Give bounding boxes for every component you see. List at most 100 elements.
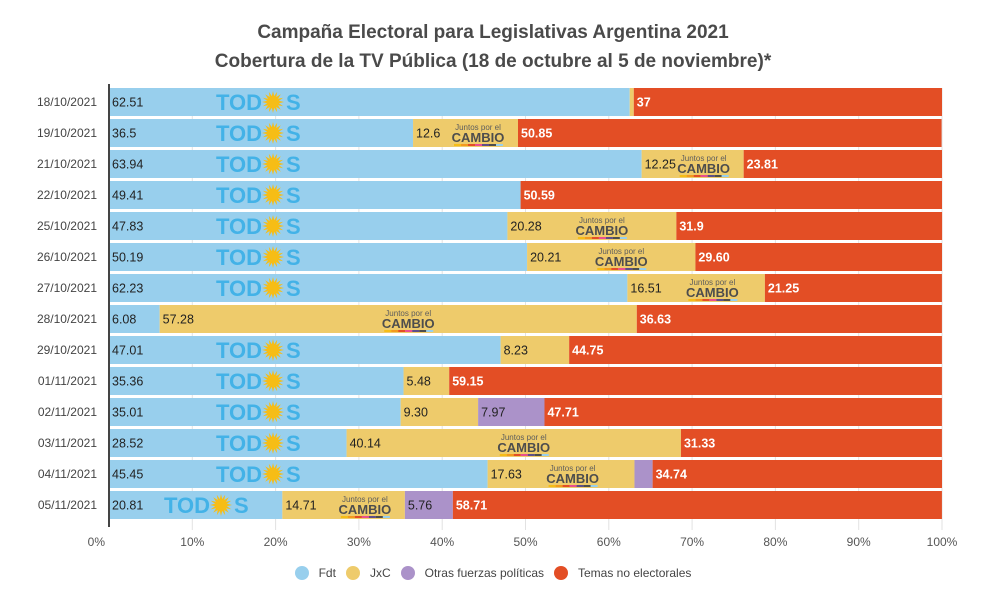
- jxc-logo-stripe: [695, 299, 703, 301]
- data-label: 21.25: [768, 282, 799, 296]
- jxc-logo-stripe: [639, 268, 647, 270]
- sun-icon: [262, 184, 284, 206]
- data-label: 45.45: [112, 468, 143, 482]
- todos-logo: TOD: [216, 245, 262, 270]
- y-category-label: 27/10/2021: [37, 281, 97, 295]
- legend-label-jxc: JxC: [369, 566, 391, 580]
- data-label: 47.01: [112, 344, 143, 358]
- jxc-logo-stripe: [382, 516, 390, 518]
- jxc-logo-stripe: [405, 330, 413, 332]
- jxc-logo-top: Juntos por el: [598, 247, 644, 256]
- y-category-label: 03/11/2021: [38, 436, 97, 450]
- x-tick-label: 90%: [847, 535, 871, 549]
- jxc-logo-top: Juntos por el: [342, 495, 388, 504]
- bar-segment-temas-no-electorales: [680, 429, 942, 457]
- sun-icon: [262, 91, 284, 113]
- todos-logo: TOD: [216, 431, 262, 456]
- todos-logo-s: S: [286, 400, 301, 425]
- y-category-label: 21/10/2021: [37, 157, 97, 171]
- bar-segment-temas-no-electorales: [676, 212, 943, 240]
- jxc-logo-stripe: [625, 268, 633, 270]
- bar-segment-jxc: [507, 212, 677, 240]
- jxc-logo-stripe: [375, 516, 383, 518]
- sun-icon: [262, 215, 284, 237]
- jxc-logo-stripe: [496, 144, 504, 146]
- sun-icon: [262, 370, 284, 392]
- todos-logo-s: S: [286, 214, 301, 239]
- sun-icon: [262, 401, 284, 423]
- data-label: 31.33: [684, 437, 715, 451]
- jxc-logo-stripe: [716, 299, 724, 301]
- jxc-logo-stripe: [686, 175, 694, 177]
- y-category-label: 02/11/2021: [38, 405, 97, 419]
- data-label: 62.23: [112, 282, 143, 296]
- todos-logo: TOD: [216, 214, 262, 239]
- jxc-logo-stripe: [619, 237, 627, 239]
- bar-segment-jxc: [641, 150, 744, 178]
- legend-item-fdt[interactable]: Fdt: [294, 566, 336, 580]
- jxc-logo-bottom: CAMBIO: [497, 440, 550, 455]
- data-label: 5.76: [408, 499, 432, 513]
- bar-segment-jxc: [159, 305, 637, 333]
- bar-segment-fdt: [109, 88, 630, 116]
- todos-logo-s: S: [286, 183, 301, 208]
- jxc-logo-stripe: [361, 516, 369, 518]
- bar-segment-temas-no-electorales: [695, 243, 942, 271]
- jxc-logo-stripe: [340, 516, 348, 518]
- data-label: 44.75: [572, 344, 603, 358]
- bar-segment-temas-no-electorales: [449, 367, 942, 395]
- data-label: 57.28: [163, 313, 194, 327]
- sun-icon: [262, 432, 284, 454]
- jxc-logo-bottom: CAMBIO: [576, 223, 629, 238]
- todos-logo-s: S: [286, 462, 301, 487]
- jxc-logo-top: Juntos por el: [550, 464, 596, 473]
- todos-logo-s: S: [286, 245, 301, 270]
- bar-segment-temas-no-electorales: [652, 460, 942, 488]
- bar-segment-fdt: [109, 274, 628, 302]
- legend-item-otras[interactable]: Otras fuerzas políticas: [400, 566, 544, 580]
- todos-logo: TOD: [216, 121, 262, 146]
- todos-logo: TOD: [216, 462, 262, 487]
- bar-segment-temas-no-electorales: [518, 119, 942, 147]
- data-label: 20.81: [112, 499, 143, 513]
- jxc-logo-stripe: [583, 485, 591, 487]
- bar-segment-fdt: [109, 367, 404, 395]
- sun-icon: [262, 339, 284, 361]
- jxc-logo-stripe: [347, 516, 355, 518]
- data-label: 63.94: [112, 158, 143, 172]
- data-label: 40.14: [350, 437, 381, 451]
- bar-segment-jxc: [346, 429, 681, 457]
- data-label: 47.71: [547, 406, 578, 420]
- jxc-logo-bottom: CAMBIO: [452, 130, 505, 145]
- jxc-logo-stripe: [548, 485, 556, 487]
- legend-label-temas: Temas no electorales: [578, 566, 692, 580]
- bar-segment-fdt: [109, 150, 642, 178]
- legend-item-temas[interactable]: Temas no electorales: [554, 566, 691, 580]
- jxc-logo-top: Juntos por el: [501, 433, 547, 442]
- jxc-logo-stripe: [693, 175, 701, 177]
- legend-item-jxc[interactable]: JxC: [345, 566, 391, 580]
- bar-segment-temas-no-electorales: [636, 305, 942, 333]
- jxc-logo-bottom: CAMBIO: [595, 254, 648, 269]
- todos-logo: TOD: [216, 276, 262, 301]
- data-label: 20.28: [510, 220, 541, 234]
- todos-logo-s: S: [286, 338, 301, 363]
- todos-logo: TOD: [216, 90, 262, 115]
- bar-segment-otras-fuerzas-políticas: [478, 398, 545, 426]
- jxc-logo-stripe: [398, 330, 406, 332]
- jxc-logo-stripe: [541, 454, 549, 456]
- x-tick-label: 70%: [680, 535, 704, 549]
- sun-icon: [262, 246, 284, 268]
- bar-segment-otras-fuerzas-políticas: [404, 491, 453, 519]
- jxc-logo-stripe: [577, 237, 585, 239]
- jxc-logo-bottom: CAMBIO: [382, 316, 435, 331]
- bar-segment-fdt: [109, 119, 414, 147]
- jxc-logo-bottom: CAMBIO: [677, 161, 730, 176]
- bar-segment-fdt: [109, 305, 160, 333]
- bar-segment-temas-no-electorales: [764, 274, 942, 302]
- jxc-logo-stripe: [534, 454, 542, 456]
- jxc-logo-stripe: [569, 485, 577, 487]
- jxc-logo-stripe: [688, 299, 696, 301]
- jxc-logo-stripe: [412, 330, 420, 332]
- y-category-label: 18/10/2021: [37, 95, 97, 109]
